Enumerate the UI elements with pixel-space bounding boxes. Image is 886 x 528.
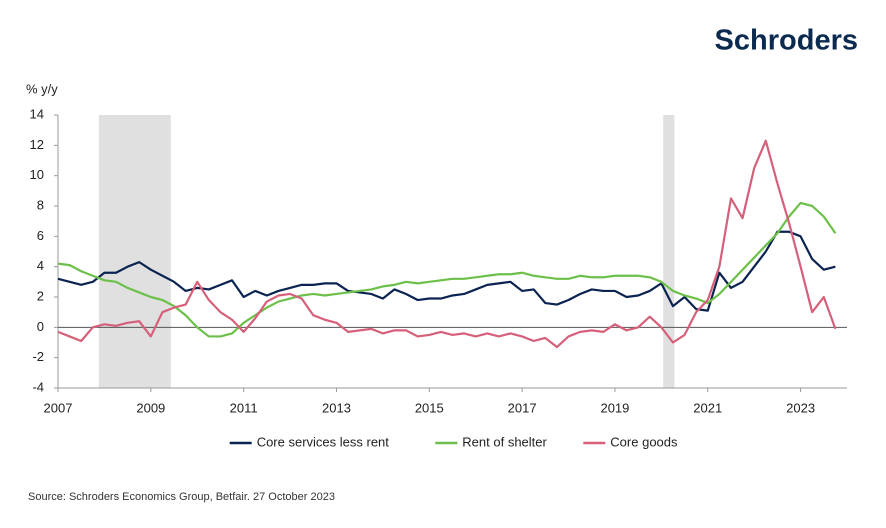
y-tick-label: -4 xyxy=(32,379,44,394)
y-tick-label: 10 xyxy=(30,167,44,182)
shaded-region xyxy=(663,115,675,388)
brand-logo: Schroders xyxy=(715,25,858,57)
y-tick-label: 8 xyxy=(37,197,44,212)
legend-label: Core services less rent xyxy=(257,434,390,449)
y-tick-label: -2 xyxy=(32,349,44,364)
legend-label: Core goods xyxy=(610,434,678,449)
y-tick-label: 2 xyxy=(37,288,44,303)
y-tick-label: 14 xyxy=(30,106,44,121)
source-note: Source: Schroders Economics Group, Betfa… xyxy=(28,491,335,503)
x-tick-label: 2007 xyxy=(44,400,73,415)
x-tick-label: 2015 xyxy=(415,400,444,415)
y-tick-label: 4 xyxy=(37,258,44,273)
y-axis-label: % y/y xyxy=(26,81,58,96)
series-line xyxy=(57,230,836,312)
x-tick-label: 2011 xyxy=(230,400,258,415)
x-tick-label: 2013 xyxy=(322,400,351,415)
y-tick-label: 0 xyxy=(37,319,44,334)
y-tick-label: 6 xyxy=(37,228,44,243)
series-line xyxy=(57,139,837,349)
x-tick-label: 2017 xyxy=(508,400,537,415)
x-tick-label: 2023 xyxy=(786,400,815,415)
x-tick-label: 2019 xyxy=(600,400,629,415)
x-tick-label: 2009 xyxy=(136,400,165,415)
y-tick-label: 12 xyxy=(30,137,44,152)
legend-label: Rent of shelter xyxy=(462,434,547,449)
x-tick-label: 2021 xyxy=(693,400,722,415)
shaded-region xyxy=(98,115,171,388)
